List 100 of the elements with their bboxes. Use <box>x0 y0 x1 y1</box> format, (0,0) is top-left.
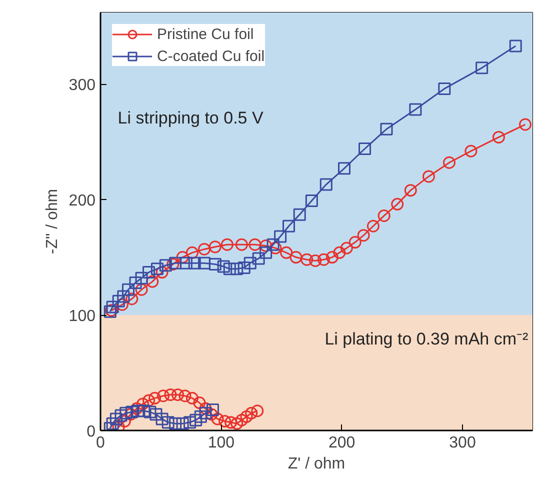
point <box>476 62 488 74</box>
point <box>358 142 372 156</box>
point <box>320 178 332 191</box>
x-axis-title: Z' / ohm <box>288 456 346 472</box>
point <box>251 404 264 418</box>
y-tick-label: 100 <box>68 308 96 326</box>
point <box>326 251 338 264</box>
point <box>146 275 159 288</box>
point <box>217 260 230 273</box>
point <box>218 415 232 428</box>
point <box>266 238 280 251</box>
point <box>136 398 149 410</box>
point <box>132 404 144 418</box>
point <box>178 390 192 402</box>
point <box>378 209 390 222</box>
x-tick-label: 300 <box>449 434 476 452</box>
y-tick-label: 300 <box>68 77 96 94</box>
point <box>126 292 138 306</box>
y-tick-label: 200 <box>68 192 96 210</box>
point <box>199 406 212 420</box>
point <box>166 258 180 270</box>
point <box>305 194 318 207</box>
point <box>110 412 122 426</box>
point <box>300 253 314 266</box>
point <box>492 130 505 144</box>
point <box>156 266 168 279</box>
point <box>120 406 132 420</box>
point <box>252 252 265 265</box>
point <box>148 392 162 404</box>
point <box>150 262 164 276</box>
point <box>422 170 435 183</box>
point <box>162 416 174 429</box>
point <box>248 238 262 251</box>
point <box>230 417 244 430</box>
point <box>112 294 125 308</box>
point <box>260 246 272 259</box>
point <box>157 390 170 402</box>
point <box>293 208 306 221</box>
point <box>338 162 351 175</box>
point <box>366 220 380 232</box>
point <box>118 415 131 428</box>
point <box>235 414 248 426</box>
point <box>206 403 219 416</box>
point <box>309 254 322 267</box>
point <box>230 262 244 276</box>
point <box>188 256 201 270</box>
point <box>269 242 282 254</box>
point <box>357 229 370 242</box>
point <box>198 242 211 256</box>
point <box>116 298 128 311</box>
point <box>348 236 362 249</box>
point <box>240 410 253 423</box>
point <box>220 238 234 251</box>
band-label: Li stripping to 0.5 V <box>118 108 264 128</box>
point <box>282 220 295 232</box>
point <box>380 122 393 136</box>
point <box>333 246 346 259</box>
point <box>404 184 417 197</box>
band-label: Li plating to 0.39 mAh cm⁻² <box>324 329 529 348</box>
point <box>208 258 222 270</box>
point <box>238 261 250 274</box>
point <box>280 246 293 259</box>
point <box>438 82 451 95</box>
point <box>169 256 182 270</box>
point <box>194 410 207 423</box>
point <box>114 409 128 422</box>
point <box>442 156 456 169</box>
point <box>106 417 119 430</box>
point <box>150 408 162 421</box>
point <box>198 256 211 270</box>
point <box>176 417 189 430</box>
point <box>184 416 196 429</box>
point <box>235 238 248 251</box>
legend-label: C-coated Cu foil <box>157 48 265 64</box>
x-tick-label: 100 <box>208 434 235 452</box>
point <box>159 259 172 272</box>
point <box>193 396 206 410</box>
point <box>129 276 142 289</box>
point <box>142 266 156 279</box>
point <box>409 103 422 116</box>
y-tick-label: 0 <box>86 424 96 440</box>
point <box>122 283 135 296</box>
legend-label: Pristine Cu foil <box>157 26 254 42</box>
point <box>340 242 353 254</box>
point <box>138 404 150 418</box>
point <box>391 198 404 210</box>
point <box>205 408 218 421</box>
point <box>144 406 156 418</box>
point <box>244 256 256 270</box>
point <box>464 144 478 158</box>
point <box>190 414 202 426</box>
point <box>164 388 177 401</box>
point <box>224 416 238 429</box>
point <box>223 262 236 276</box>
point <box>208 240 222 254</box>
point <box>169 417 182 430</box>
y-axis-title: -Z" / ohm <box>44 188 61 254</box>
point <box>509 40 522 52</box>
point <box>211 412 224 426</box>
point <box>156 412 168 426</box>
